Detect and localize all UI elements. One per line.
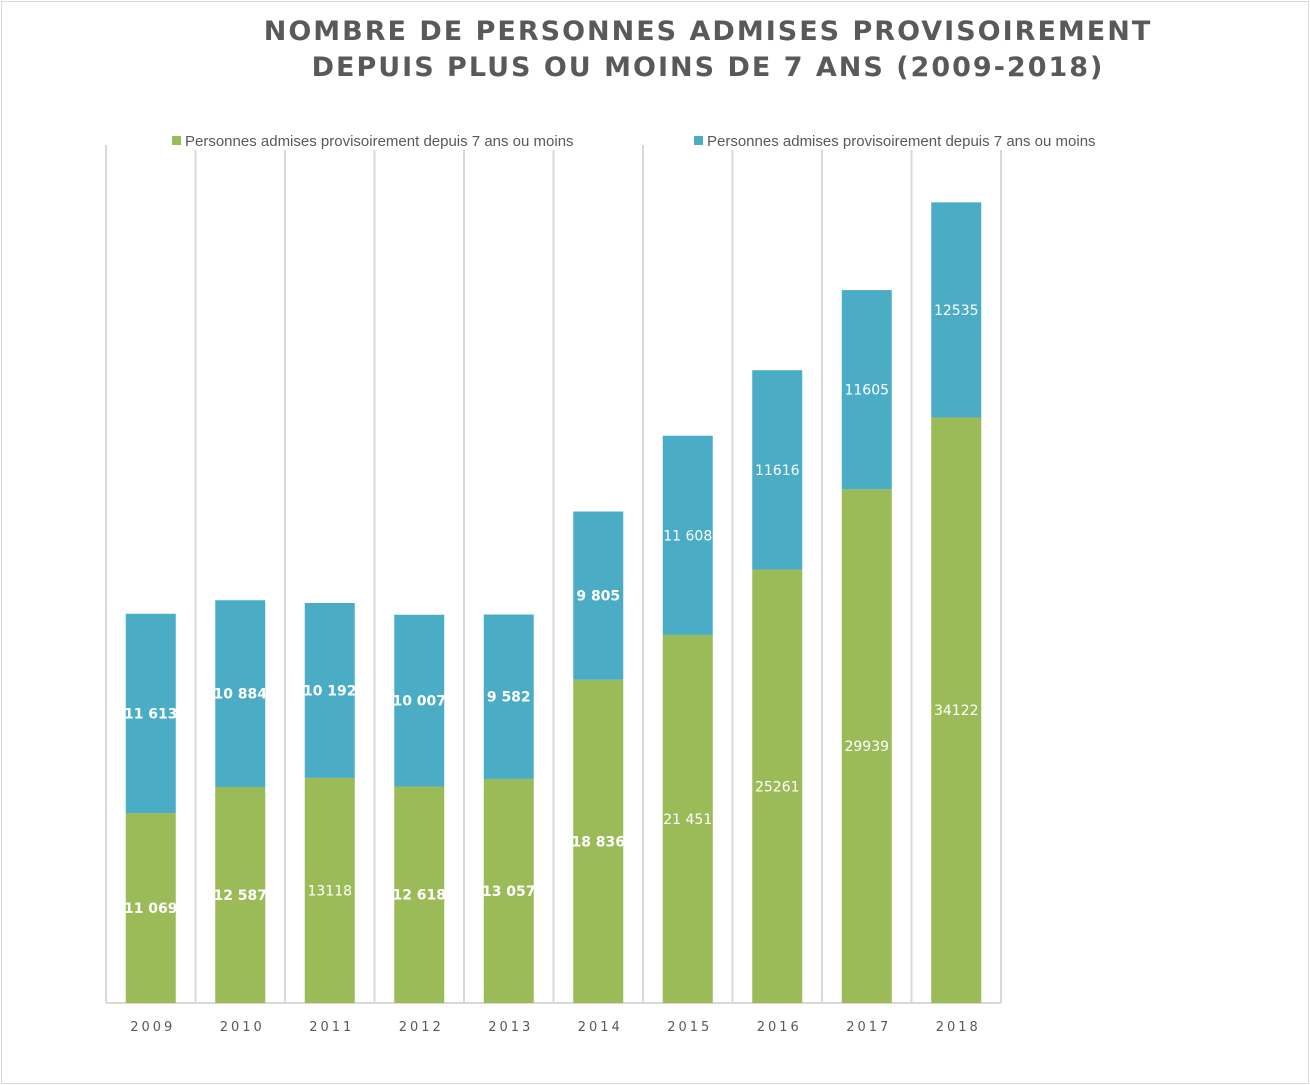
- data-label: 21 451: [663, 812, 712, 828]
- data-label: 29939: [844, 739, 889, 755]
- bar-blue-2013: [483, 614, 534, 779]
- x-tick-label: 2009: [130, 1020, 175, 1035]
- data-label: 10 192: [303, 683, 357, 699]
- chart-title: NOMBRE DE PERSONNES ADMISES PROVISOIREME…: [250, 14, 1166, 86]
- legend-label: Personnes admises provisoirement depuis …: [707, 133, 1096, 150]
- bar-blue-2010: [215, 600, 266, 788]
- bar-green-2015: [662, 634, 713, 1003]
- data-label: 10 884: [213, 687, 267, 703]
- bar-green-2013: [483, 778, 534, 1003]
- data-label: 12535: [934, 303, 979, 319]
- x-tick-label: 2017: [846, 1020, 891, 1035]
- x-tick-label: 2016: [757, 1020, 802, 1035]
- x-tick-label: 2011: [309, 1020, 354, 1035]
- title-line-1: NOMBRE DE PERSONNES ADMISES PROVISOIREME…: [263, 16, 1153, 47]
- bar-green-2014: [573, 679, 624, 1003]
- data-label: 34122: [934, 703, 979, 719]
- legend-item-blue: Personnes admises provisoirement depuis …: [694, 133, 1100, 150]
- data-label: 12 618: [392, 888, 446, 904]
- data-label: 13118: [307, 883, 352, 899]
- bar-green-2018: [931, 417, 982, 1003]
- bar-blue-2012: [394, 614, 445, 787]
- x-tick-label: 2014: [578, 1020, 623, 1035]
- data-label: 25261: [755, 779, 800, 795]
- data-label: 11 069: [124, 901, 178, 917]
- data-label: 11 613: [124, 706, 178, 722]
- data-label: 12 587: [213, 888, 267, 904]
- data-label: 11605: [844, 383, 889, 399]
- legend-item-green: Personnes admises provisoirement depuis …: [172, 133, 578, 150]
- bar-blue-2017: [841, 290, 892, 490]
- data-label: 11 608: [663, 528, 712, 544]
- data-label: 9 805: [576, 589, 620, 605]
- bar-blue-2016: [752, 370, 803, 570]
- bar-green-2009: [125, 813, 176, 1003]
- data-label: 13 057: [482, 884, 536, 900]
- bar-green-2017: [841, 489, 892, 1003]
- bar-green-2012: [394, 786, 445, 1003]
- bar-blue-2014: [573, 511, 624, 680]
- data-label: 9 582: [487, 690, 531, 706]
- bar-green-2010: [215, 787, 266, 1003]
- data-label: 11616: [755, 463, 800, 479]
- bar-blue-2015: [662, 435, 713, 635]
- bar-blue-2009: [125, 613, 176, 814]
- legend-swatch-blue: [694, 136, 703, 145]
- x-tick-label: 2010: [220, 1020, 265, 1035]
- legend-swatch-green: [172, 136, 181, 145]
- bar-blue-2018: [931, 202, 982, 418]
- title-line-2: DEPUIS PLUS OU MOINS DE 7 ANS (2009-2018…: [311, 52, 1105, 83]
- bar-green-2016: [752, 569, 803, 1003]
- x-tick-label: 2012: [399, 1020, 444, 1035]
- x-tick-label: 2015: [667, 1020, 712, 1035]
- legend-label: Personnes admises provisoirement depuis …: [185, 133, 574, 150]
- bar-green-2011: [304, 777, 355, 1003]
- data-label: 10 007: [392, 694, 446, 710]
- data-label: 18 836: [571, 834, 625, 850]
- bar-blue-2011: [304, 603, 355, 778]
- x-tick-label: 2018: [936, 1020, 981, 1035]
- x-tick-label: 2013: [488, 1020, 533, 1035]
